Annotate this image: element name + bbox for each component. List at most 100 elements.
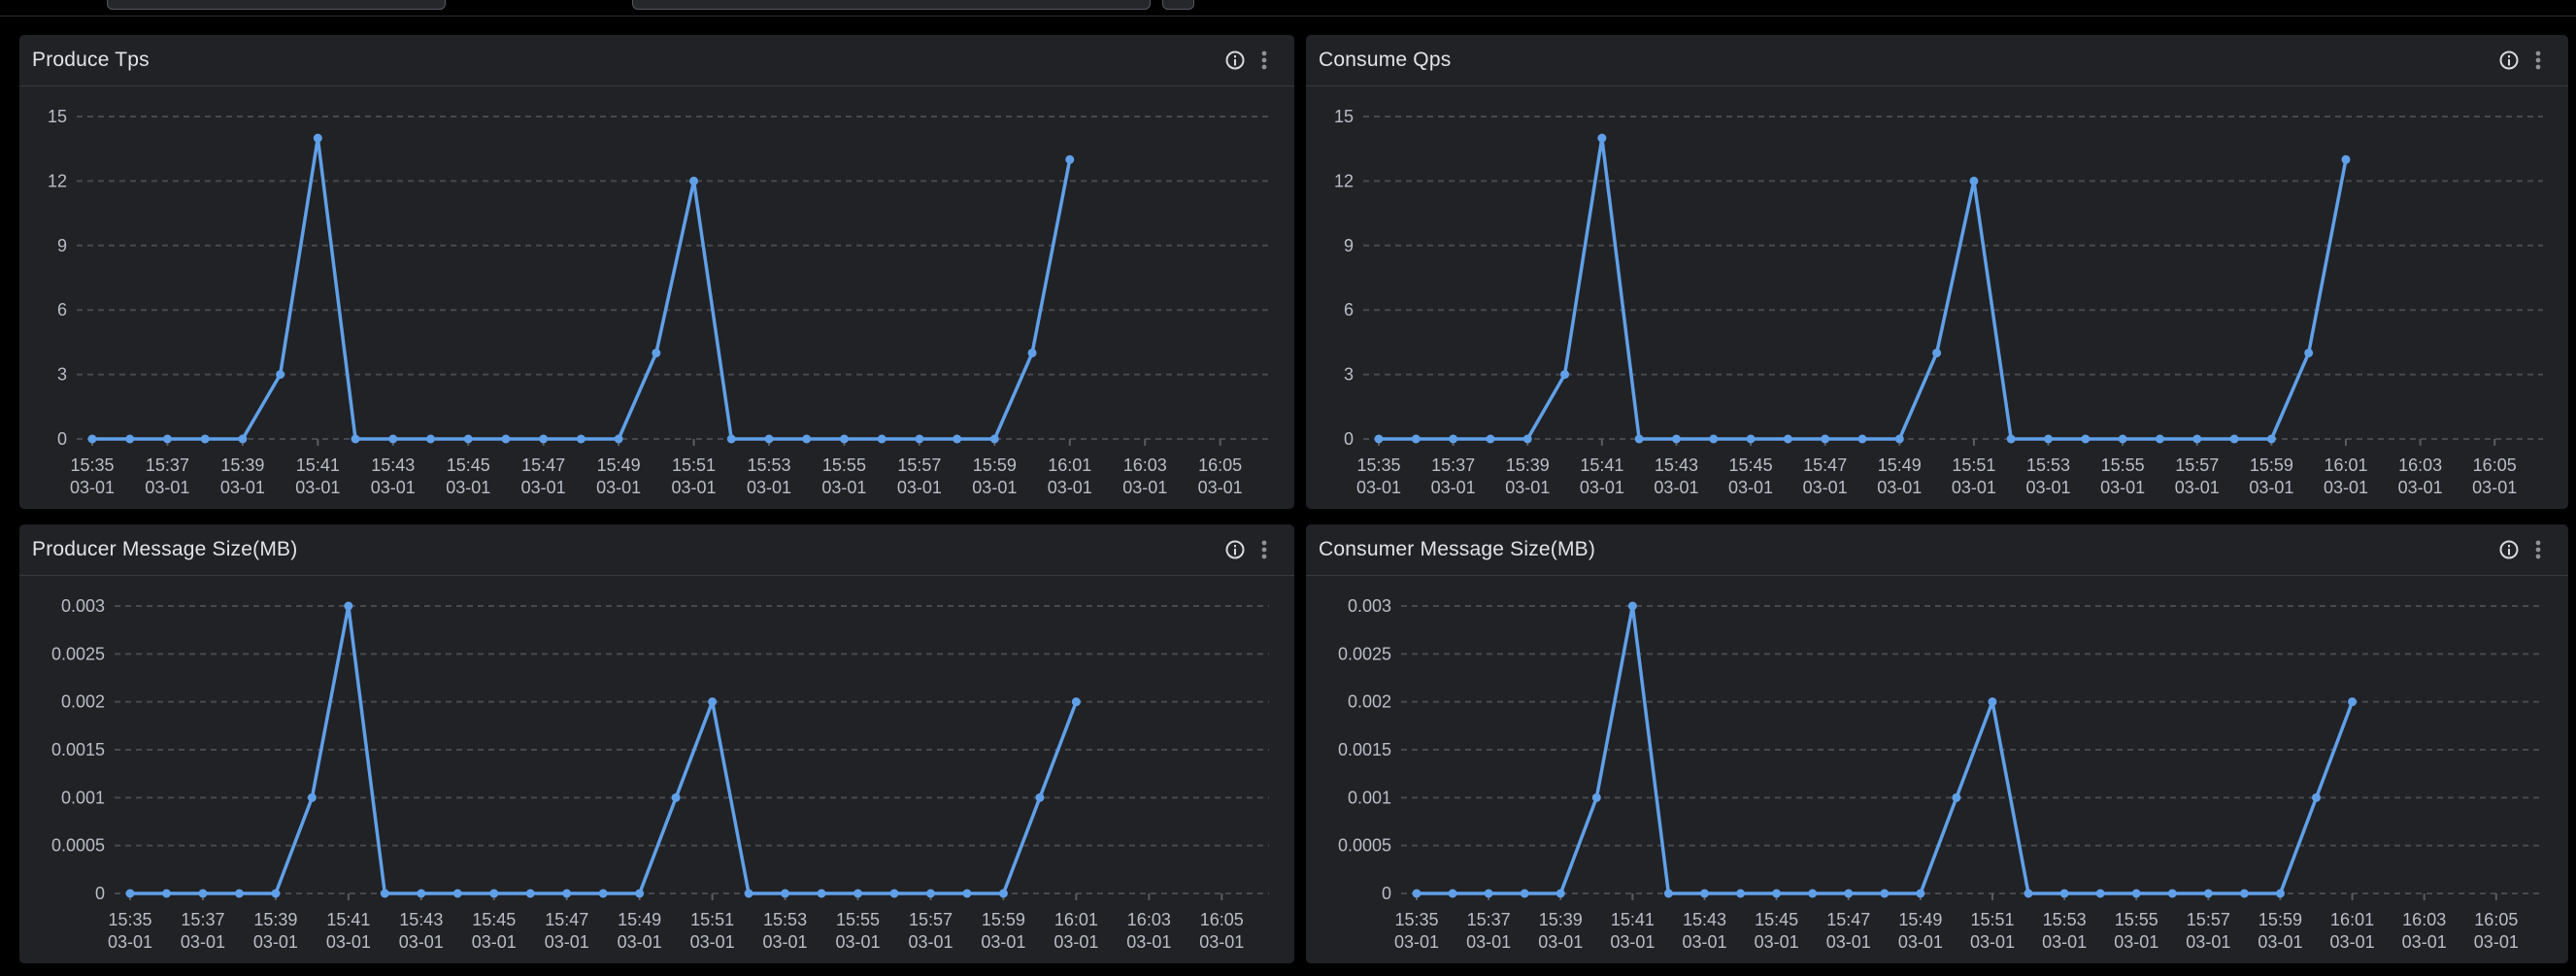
svg-text:15:59: 15:59 xyxy=(2258,910,2302,929)
svg-text:15:57: 15:57 xyxy=(2187,910,2230,929)
svg-text:16:05: 16:05 xyxy=(2474,910,2518,929)
svg-text:16:03: 16:03 xyxy=(2402,910,2446,929)
panel-title: Consumer Message Size(MB) xyxy=(1319,538,1596,560)
svg-text:15:53: 15:53 xyxy=(747,455,790,475)
svg-text:03-01: 03-01 xyxy=(1466,932,1511,952)
svg-text:16:03: 16:03 xyxy=(1123,455,1167,475)
panel-producer-message-size: Producer Message Size(MB) 0 0.0005 0.001 0.… xyxy=(19,524,1294,963)
svg-text:15:59: 15:59 xyxy=(973,455,1017,475)
svg-text:15:35: 15:35 xyxy=(70,455,114,475)
svg-text:03-01: 03-01 xyxy=(70,478,115,497)
toolbar-input-1[interactable] xyxy=(107,0,446,10)
svg-text:0.0025: 0.0025 xyxy=(1338,644,1391,663)
svg-text:15:41: 15:41 xyxy=(1580,455,1623,475)
svg-text:03-01: 03-01 xyxy=(1877,478,1922,497)
svg-text:03-01: 03-01 xyxy=(618,932,662,952)
svg-text:15:53: 15:53 xyxy=(2026,455,2070,475)
svg-text:03-01: 03-01 xyxy=(2474,932,2519,952)
svg-text:03-01: 03-01 xyxy=(981,932,1025,952)
svg-text:03-01: 03-01 xyxy=(1198,478,1243,497)
panel-produce-tps: Produce Tps 0 3 6 9 12 15 15:35 03-01 15:37 03-01… xyxy=(19,35,1294,509)
svg-text:03-01: 03-01 xyxy=(253,932,298,952)
panel-consumer-message-size: Consumer Message Size(MB) 0 0.0005 0.001 0.… xyxy=(1306,524,2568,963)
kebab-menu-icon[interactable] xyxy=(2527,539,2549,560)
svg-text:15:37: 15:37 xyxy=(1431,455,1475,475)
svg-text:03-01: 03-01 xyxy=(1952,478,1996,497)
line-chart-consumer-message-size[interactable]: 0 0.0005 0.001 0.0015 0.002 0.0025 0.003 15:35 0… xyxy=(1306,576,2568,963)
svg-text:03-01: 03-01 xyxy=(908,932,953,952)
svg-text:16:05: 16:05 xyxy=(1198,455,1242,475)
svg-text:12: 12 xyxy=(48,171,67,190)
svg-text:15:57: 15:57 xyxy=(909,910,953,929)
svg-text:0.0025: 0.0025 xyxy=(51,644,105,663)
svg-text:15:43: 15:43 xyxy=(1655,455,1698,475)
toolbar-input-2[interactable] xyxy=(632,0,1151,10)
svg-text:03-01: 03-01 xyxy=(2042,932,2087,952)
svg-text:03-01: 03-01 xyxy=(1826,932,1871,952)
svg-text:03-01: 03-01 xyxy=(2258,932,2302,952)
svg-text:15:59: 15:59 xyxy=(982,910,1025,929)
chart-area-consumer-message-size[interactable]: 0 0.0005 0.001 0.0015 0.002 0.0025 0.003 15:35 0… xyxy=(1306,576,2568,963)
svg-text:15:43: 15:43 xyxy=(399,910,443,929)
kebab-menu-icon[interactable] xyxy=(2527,50,2549,71)
svg-text:15:55: 15:55 xyxy=(836,910,880,929)
top-toolbar xyxy=(0,0,2576,17)
chart-area-produce-tps[interactable]: 0 3 6 9 12 15 15:35 03-01 15:37 03-01 15:39 03-01 15… xyxy=(19,86,1294,509)
line-chart-consume-qps[interactable]: 0 3 6 9 12 15 15:35 03-01 15:37 03-01 15:39 03-01 15… xyxy=(1306,86,2568,509)
svg-text:03-01: 03-01 xyxy=(1898,932,1943,952)
svg-text:03-01: 03-01 xyxy=(2175,478,2220,497)
svg-text:15:47: 15:47 xyxy=(521,455,565,475)
panel-actions xyxy=(2498,50,2549,71)
svg-text:03-01: 03-01 xyxy=(2025,478,2070,497)
svg-text:03-01: 03-01 xyxy=(2100,478,2145,497)
svg-text:15:57: 15:57 xyxy=(2175,455,2219,475)
svg-text:15:55: 15:55 xyxy=(2115,910,2158,929)
kebab-menu-icon[interactable] xyxy=(1254,50,1275,71)
panel-actions xyxy=(2498,539,2549,560)
svg-text:03-01: 03-01 xyxy=(326,932,371,952)
svg-text:03-01: 03-01 xyxy=(1356,478,1401,497)
svg-text:3: 3 xyxy=(57,365,67,385)
svg-text:03-01: 03-01 xyxy=(371,478,416,497)
svg-text:03-01: 03-01 xyxy=(897,478,942,497)
svg-text:6: 6 xyxy=(57,300,67,320)
svg-text:03-01: 03-01 xyxy=(1431,478,1476,497)
svg-text:03-01: 03-01 xyxy=(1394,932,1439,952)
chart-area-consume-qps[interactable]: 0 3 6 9 12 15 15:35 03-01 15:37 03-01 15:39 03-01 15… xyxy=(1306,86,2568,509)
svg-text:15:39: 15:39 xyxy=(220,455,264,475)
svg-text:15:51: 15:51 xyxy=(1952,455,1995,475)
line-chart-produce-tps[interactable]: 0 3 6 9 12 15 15:35 03-01 15:37 03-01 15:39 03-01 15… xyxy=(19,86,1294,509)
info-icon[interactable] xyxy=(2498,50,2520,71)
chart-area-producer-message-size[interactable]: 0 0.0005 0.001 0.0015 0.002 0.0025 0.003 15:35 0… xyxy=(19,576,1294,963)
svg-text:03-01: 03-01 xyxy=(763,932,808,952)
svg-text:03-01: 03-01 xyxy=(1126,932,1171,952)
svg-text:15:53: 15:53 xyxy=(763,910,807,929)
svg-text:16:03: 16:03 xyxy=(1127,910,1171,929)
line-chart-producer-message-size[interactable]: 0 0.0005 0.001 0.0015 0.002 0.0025 0.003 15:35 0… xyxy=(19,576,1294,963)
svg-text:15:35: 15:35 xyxy=(1356,455,1400,475)
svg-text:0.0005: 0.0005 xyxy=(51,836,105,856)
toolbar-button-stub[interactable] xyxy=(1162,0,1194,10)
panel-header: Producer Message Size(MB) xyxy=(19,524,1294,576)
info-icon[interactable] xyxy=(1224,539,1246,560)
svg-text:0.002: 0.002 xyxy=(61,692,105,712)
kebab-menu-icon[interactable] xyxy=(1254,539,1275,560)
info-icon[interactable] xyxy=(2498,539,2520,560)
svg-text:15:37: 15:37 xyxy=(1467,910,1511,929)
svg-text:9: 9 xyxy=(1344,236,1354,255)
panel-actions xyxy=(1224,50,1275,71)
svg-text:0.002: 0.002 xyxy=(1348,692,1391,712)
svg-text:16:01: 16:01 xyxy=(2324,455,2367,475)
svg-text:12: 12 xyxy=(1334,171,1354,190)
svg-text:03-01: 03-01 xyxy=(545,932,589,952)
panel-consume-qps: Consume Qps 0 3 6 9 12 15 15:35 03-01 15:37 03-01… xyxy=(1306,35,2568,509)
info-icon[interactable] xyxy=(1224,50,1246,71)
svg-text:0: 0 xyxy=(1344,429,1354,449)
svg-text:0: 0 xyxy=(95,884,105,903)
svg-text:15:45: 15:45 xyxy=(447,455,490,475)
svg-text:0.003: 0.003 xyxy=(61,596,105,616)
svg-text:03-01: 03-01 xyxy=(1580,478,1624,497)
svg-text:15:49: 15:49 xyxy=(618,910,661,929)
svg-text:03-01: 03-01 xyxy=(2398,478,2443,497)
svg-text:15:41: 15:41 xyxy=(1611,910,1655,929)
